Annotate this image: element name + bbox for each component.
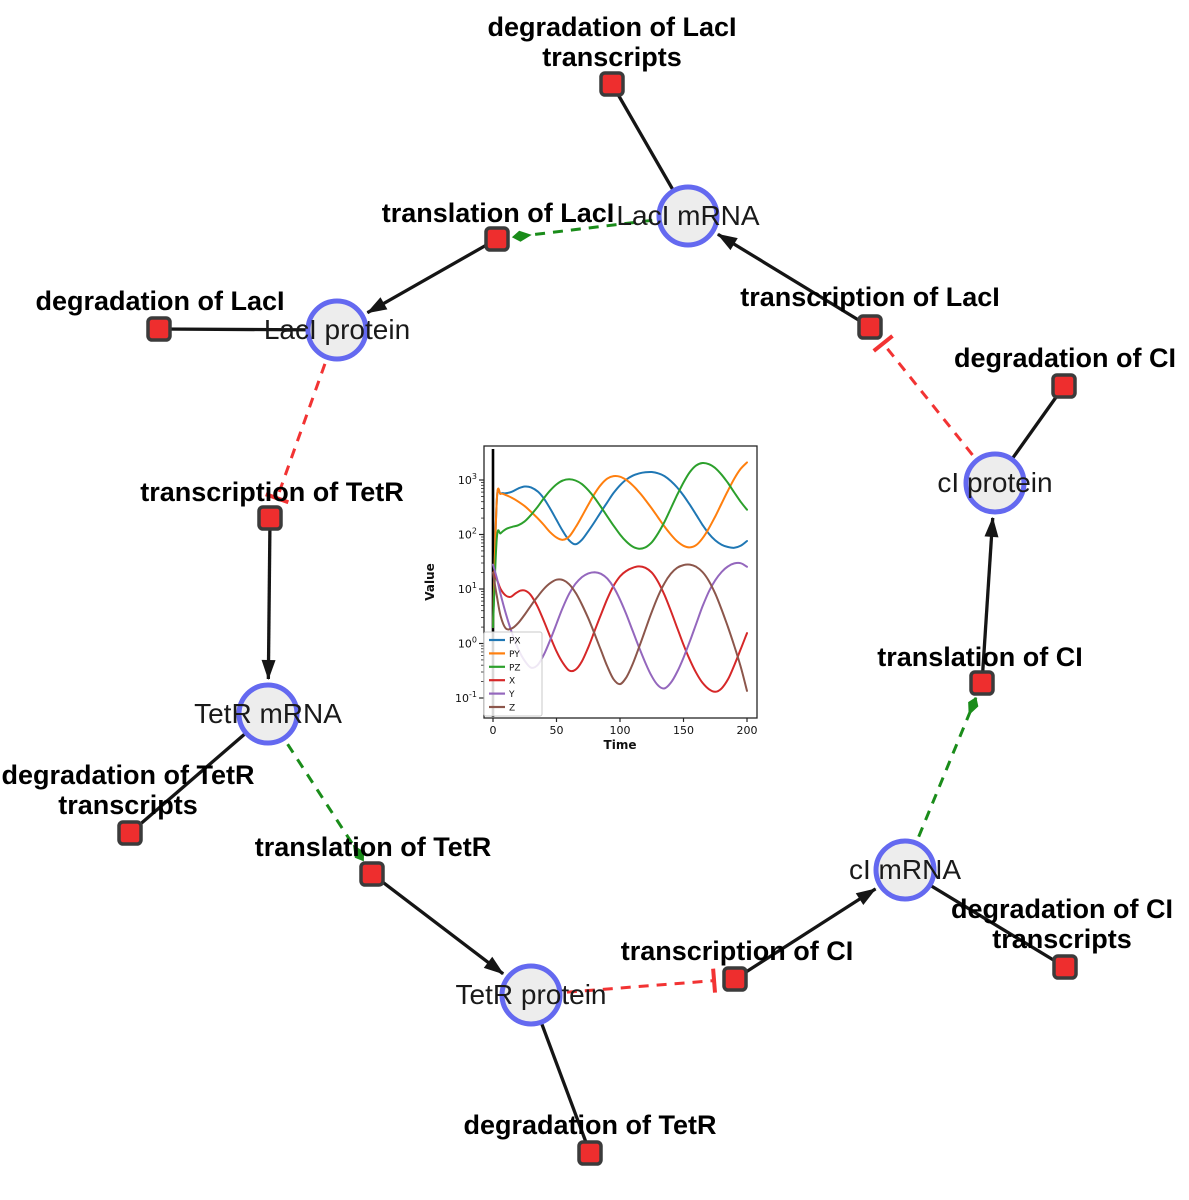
y-tick-label: 102 bbox=[458, 527, 477, 542]
reaction-node-translation-of-laci[interactable] bbox=[484, 226, 510, 252]
edge-inhibition-ci-protein-to-transcription-of-laci bbox=[872, 334, 997, 484]
x-tick-label: 50 bbox=[550, 724, 564, 737]
reaction-node-degradation-of-ci-transcripts[interactable] bbox=[1052, 954, 1078, 980]
series-line-PX bbox=[492, 470, 748, 629]
reaction-node-degradation-of-tetr[interactable] bbox=[577, 1140, 603, 1166]
edge-modifier-tetr-mrna-to-translation-of-tetr bbox=[266, 713, 365, 862]
legend-label-X: X bbox=[509, 677, 515, 687]
reaction-node-transcription-of-tetr[interactable] bbox=[257, 505, 283, 531]
timeseries-chart: 0 50 100 150 200Time10-1100101102103ValuePXP… bbox=[423, 445, 758, 752]
legend-label-PY: PY bbox=[509, 650, 520, 660]
series-line-PY bbox=[492, 461, 748, 629]
edge-product-transcription-of-ci-to-ci-mrna bbox=[734, 887, 877, 981]
nodes-layer bbox=[117, 71, 1078, 1166]
edges-layer bbox=[128, 83, 1066, 1154]
series-line-PZ bbox=[492, 461, 748, 629]
x-tick-label: 100 bbox=[610, 724, 631, 737]
species-node-tetr-protein[interactable] bbox=[499, 963, 563, 1027]
legend-label-Z: Z bbox=[509, 704, 515, 714]
reaction-node-degradation-of-laci-transcripts[interactable] bbox=[599, 71, 625, 97]
y-tick-label: 101 bbox=[458, 581, 477, 596]
edge-product-transcription-of-tetr-to-tetr-mrna bbox=[261, 517, 276, 681]
edge-product-translation-of-tetr-to-tetr-protein bbox=[371, 872, 505, 976]
y-tick-label: 10-1 bbox=[455, 690, 477, 705]
legend-label-Y: Y bbox=[508, 690, 515, 700]
species-node-laci-protein[interactable] bbox=[305, 298, 369, 362]
y-axis: 10-1 100 101 102 103 Value bbox=[423, 472, 484, 705]
y-tick-label: 103 bbox=[458, 472, 477, 487]
x-axis: 0 50 100 150 200 Time bbox=[490, 718, 758, 752]
edge-product-transcription-of-laci-to-laci-mrna bbox=[717, 232, 871, 329]
x-tick-label: 150 bbox=[673, 724, 694, 737]
edge-inhibition-tetr-protein-to-transcription-of-ci bbox=[530, 968, 717, 997]
legend-label-PX: PX bbox=[509, 637, 521, 647]
legend: PX PY PZ XYZ bbox=[483, 631, 543, 717]
reaction-node-degradation-of-tetr-transcripts[interactable] bbox=[117, 820, 143, 846]
reaction-node-degradation-of-ci[interactable] bbox=[1051, 373, 1077, 399]
x-tick-label: 200 bbox=[737, 724, 758, 737]
x-axis-label: Time bbox=[604, 738, 637, 752]
reaction-node-degradation-of-laci[interactable] bbox=[146, 316, 172, 342]
edge-inhibition-laci-protein-to-transcription-of-tetr bbox=[265, 329, 339, 505]
species-node-ci-protein[interactable] bbox=[963, 451, 1027, 515]
reaction-node-translation-of-tetr[interactable] bbox=[359, 861, 385, 887]
series-line-Z bbox=[492, 563, 748, 692]
species-node-tetr-mrna[interactable] bbox=[236, 682, 300, 746]
edge-modifier-laci-mrna-to-translation-of-laci bbox=[511, 214, 689, 242]
y-axis-label: Value bbox=[423, 563, 437, 601]
legend-label-PZ: PZ bbox=[509, 663, 521, 673]
species-node-laci-mrna[interactable] bbox=[656, 184, 720, 248]
species-node-ci-mrna[interactable] bbox=[873, 838, 937, 902]
edge-product-translation-of-laci-to-laci-protein bbox=[366, 237, 498, 315]
edge-product-translation-of-ci-to-ci-protein bbox=[980, 516, 999, 684]
x-tick-label: 0 bbox=[490, 724, 497, 737]
reaction-node-translation-of-ci[interactable] bbox=[969, 670, 995, 696]
edge-modifier-ci-mrna-to-translation-of-ci bbox=[903, 696, 979, 871]
y-tick-label: 100 bbox=[458, 636, 477, 651]
reaction-node-transcription-of-ci[interactable] bbox=[722, 966, 748, 992]
reaction-node-transcription-of-laci[interactable] bbox=[857, 314, 883, 340]
